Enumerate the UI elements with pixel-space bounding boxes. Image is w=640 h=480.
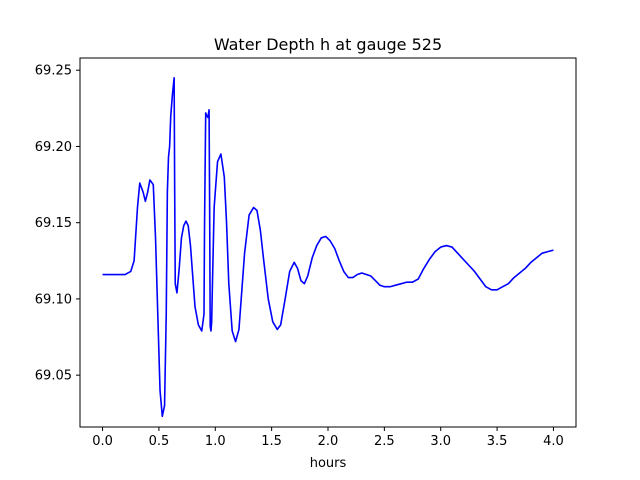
plot-area <box>102 77 554 418</box>
x-tick-label: 2.0 <box>318 434 339 449</box>
y-tick-label: 69.15 <box>35 216 72 231</box>
x-tick-label: 0.0 <box>92 434 113 449</box>
series-line-0 <box>102 77 554 418</box>
x-tick-label: 0.5 <box>149 434 170 449</box>
plot-frame <box>79 57 577 428</box>
x-tick-label: 2.5 <box>374 434 395 449</box>
x-tick-label: 3.5 <box>487 434 508 449</box>
x-tick-label: 1.5 <box>261 434 282 449</box>
x-tick-label: 1.0 <box>205 434 226 449</box>
y-tick-label: 69.10 <box>35 292 72 307</box>
y-tick-label: 69.25 <box>35 64 72 79</box>
x-tick-label: 3.0 <box>430 434 451 449</box>
chart-title: Water Depth h at gauge 525 <box>214 35 442 54</box>
y-tick-label: 69.20 <box>35 140 72 155</box>
y-tick-label: 69.05 <box>35 369 72 384</box>
x-tick-label: 4.0 <box>543 434 564 449</box>
x-axis-label: hours <box>310 456 347 471</box>
axis-ticks: 0.0 0.5 1.0 1.5 2.0 2.5 3.0 3.5 4.0 69.05 69.10 69.… <box>35 64 564 449</box>
